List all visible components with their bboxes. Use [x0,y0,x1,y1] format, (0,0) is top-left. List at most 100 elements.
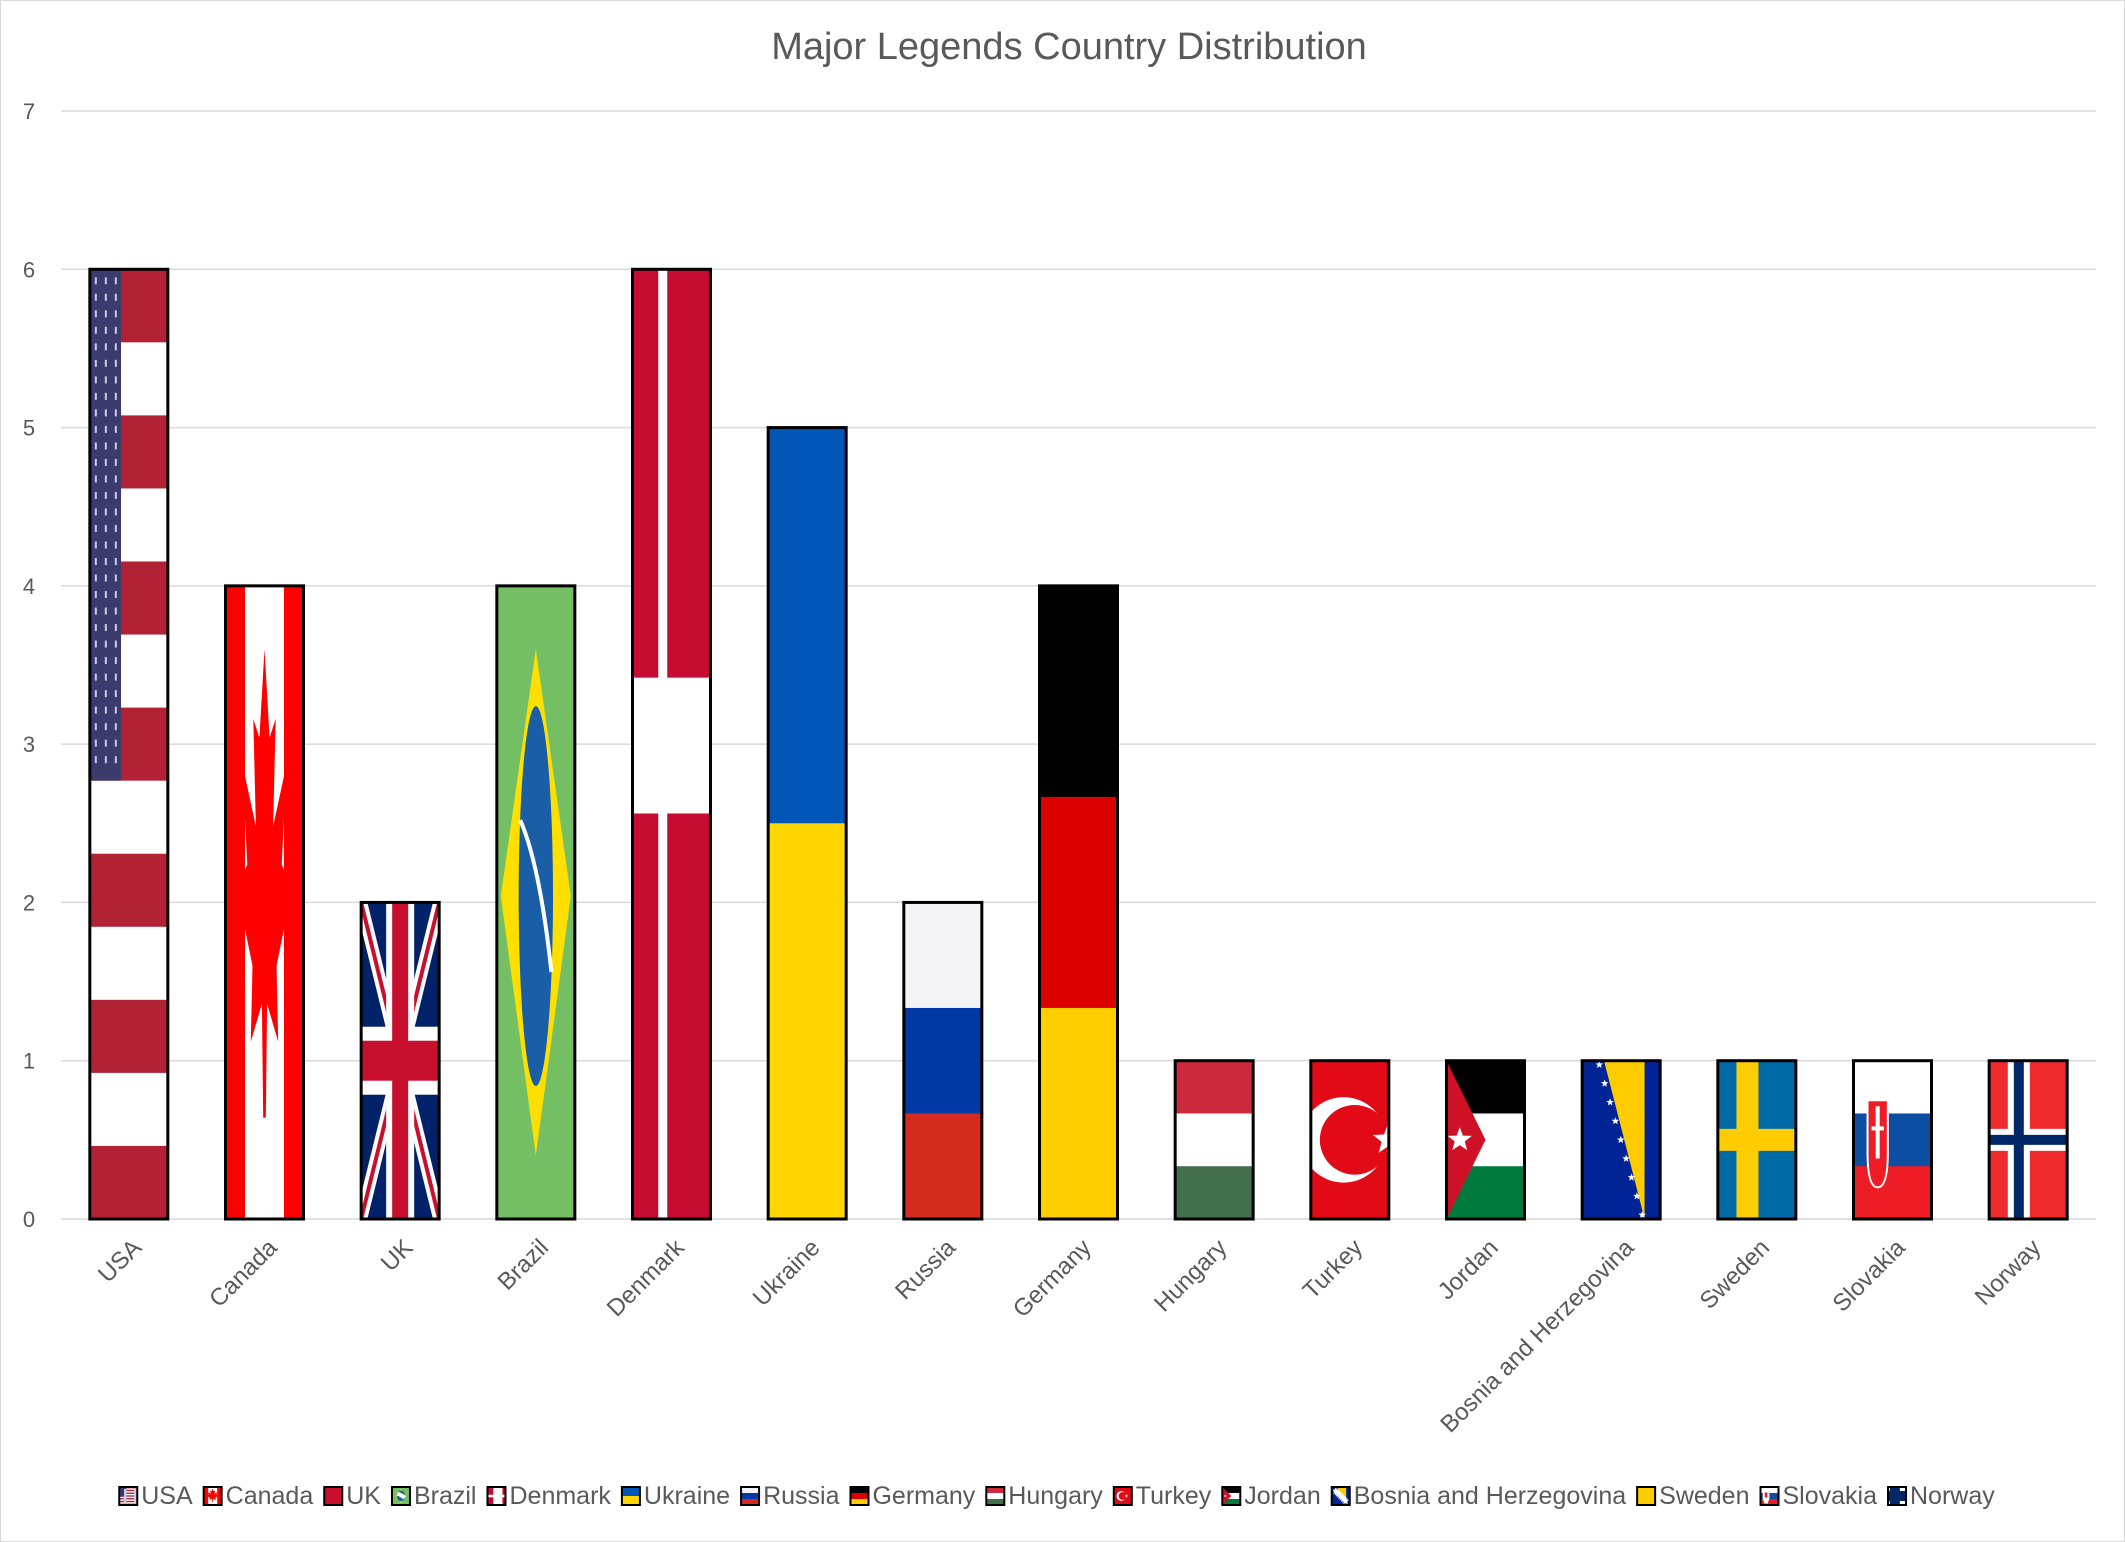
legend-label: Germany [872,1482,975,1510]
x-tick-label: Germany [1008,1234,1097,1323]
legend-swatch [1113,1487,1132,1505]
legend-label: Turkey [1136,1482,1212,1510]
bar-canada [225,585,304,1219]
bar-outline [224,584,305,1221]
legend-label: Russia [763,1482,840,1510]
legend-item-canada: Canada [202,1482,314,1510]
y-tick-label: 4 [23,574,35,599]
legend-item-denmark: Denmark [486,1482,611,1510]
bar-outline [631,267,712,1221]
bar-outline [1038,584,1119,1221]
legend-swatch [986,1487,1005,1505]
legend: USA Canada UK Brazil Denmark Ukraine Russia Ger… [118,1482,1995,1510]
bar-outline [902,900,984,1221]
legend-swatch [1760,1487,1779,1505]
legend-label: Brazil [414,1482,477,1510]
y-axis-ticks: 0 1 2 3 4 5 6 7 [23,99,35,1232]
bar-ukraine [768,427,847,1220]
legend-swatch [741,1487,760,1505]
x-tick-label: Norway [1970,1234,2047,1311]
legend-label: Sweden [1659,1482,1749,1510]
legend-label: Slovakia [1783,1482,1878,1510]
x-tick-label: Hungary [1149,1234,1232,1317]
legend-swatch [1222,1487,1241,1505]
legend-label: Hungary [1008,1482,1103,1510]
legend-item-bosnia-and-herzegovina: Bosnia and Herzegovina [1330,1482,1626,1510]
x-tick-label: Jordan [1433,1234,1504,1305]
bar-outline [1309,1059,1391,1221]
legend-swatch [1888,1487,1906,1505]
x-tick-label: Canada [204,1234,283,1313]
legend-item-slovakia: Slovakia [1759,1482,1878,1510]
legend-swatch [324,1487,343,1505]
y-tick-label: 5 [23,416,35,441]
bar-denmark [632,269,711,1219]
y-tick-label: 6 [23,257,35,282]
legend-item-norway: Norway [1887,1482,1995,1510]
chart-title: Major Legends Country Distribution [771,26,1367,68]
bar-bosnia-and-herzegovina [1582,1060,1661,1219]
bar-outline [359,900,441,1221]
legend-item-russia: Russia [740,1482,840,1510]
bar-outline [1716,1059,1798,1221]
bar-norway [1989,1060,2068,1219]
bar-slovakia [1853,1060,1932,1219]
y-tick-label: 1 [23,1049,35,1074]
x-tick-label: Sweden [1695,1234,1775,1314]
legend-label: Jordan [1244,1482,1320,1510]
bar-outline [495,584,577,1221]
legend-item-ukraine: Ukraine [620,1482,730,1510]
bar-germany [1039,585,1118,1219]
bar-brazil [496,585,575,1219]
bar-jordan [1446,1060,1525,1219]
y-tick-label: 7 [23,99,35,124]
legend-label: Ukraine [644,1482,730,1510]
bar-sweden [1717,1060,1796,1219]
legend-swatch [1331,1487,1350,1505]
bar-outline [1852,1059,1933,1221]
bars [88,267,2069,1221]
x-tick-label: Slovakia [1828,1234,1912,1318]
legend-label: Canada [226,1482,314,1510]
legend-swatch [119,1487,138,1505]
bar-turkey [1310,1060,1389,1219]
bar-outline [1445,1059,1526,1221]
x-tick-label: UK [376,1234,419,1277]
bar-outline [88,267,170,1221]
x-tick-label: Ukraine [748,1234,826,1312]
legend-swatch [1637,1487,1656,1505]
x-tick-label: Denmark [602,1233,691,1322]
bar-outline [1580,1059,1662,1221]
legend-item-usa: USA [118,1482,193,1510]
bar-usa [89,269,168,1219]
legend-swatch [391,1487,410,1505]
y-tick-label: 3 [23,732,35,757]
legend-item-hungary: Hungary [985,1482,1103,1510]
legend-label: Norway [1910,1482,1995,1510]
bar-outline [1987,1059,2069,1221]
legend-item-uk: UK [323,1482,381,1510]
bar-outline [766,426,848,1221]
x-tick-label: USA [93,1234,147,1288]
bar-hungary [1175,1060,1254,1219]
legend-item-turkey: Turkey [1112,1482,1212,1510]
x-tick-label: Russia [890,1234,961,1305]
legend-item-germany: Germany [849,1482,976,1510]
legend-swatch [487,1487,506,1505]
legend-label: Bosnia and Herzegovina [1354,1482,1626,1510]
y-tick-label: 0 [23,1207,35,1232]
legend-label: Denmark [509,1482,611,1510]
legend-label: USA [141,1482,193,1510]
legend-item-sweden: Sweden [1636,1482,1750,1510]
x-tick-label: Turkey [1298,1234,1368,1304]
legend-swatch [621,1487,640,1505]
legend-item-brazil: Brazil [390,1482,477,1510]
y-tick-label: 2 [23,890,35,915]
x-axis-labels: USA Canada UK Brazil Denmark Ukraine Russia Ger… [93,1233,2046,1438]
bar-uk [361,902,440,1220]
bar-russia [903,902,982,1220]
legend-swatch [203,1487,222,1505]
legend-swatch [850,1487,869,1505]
